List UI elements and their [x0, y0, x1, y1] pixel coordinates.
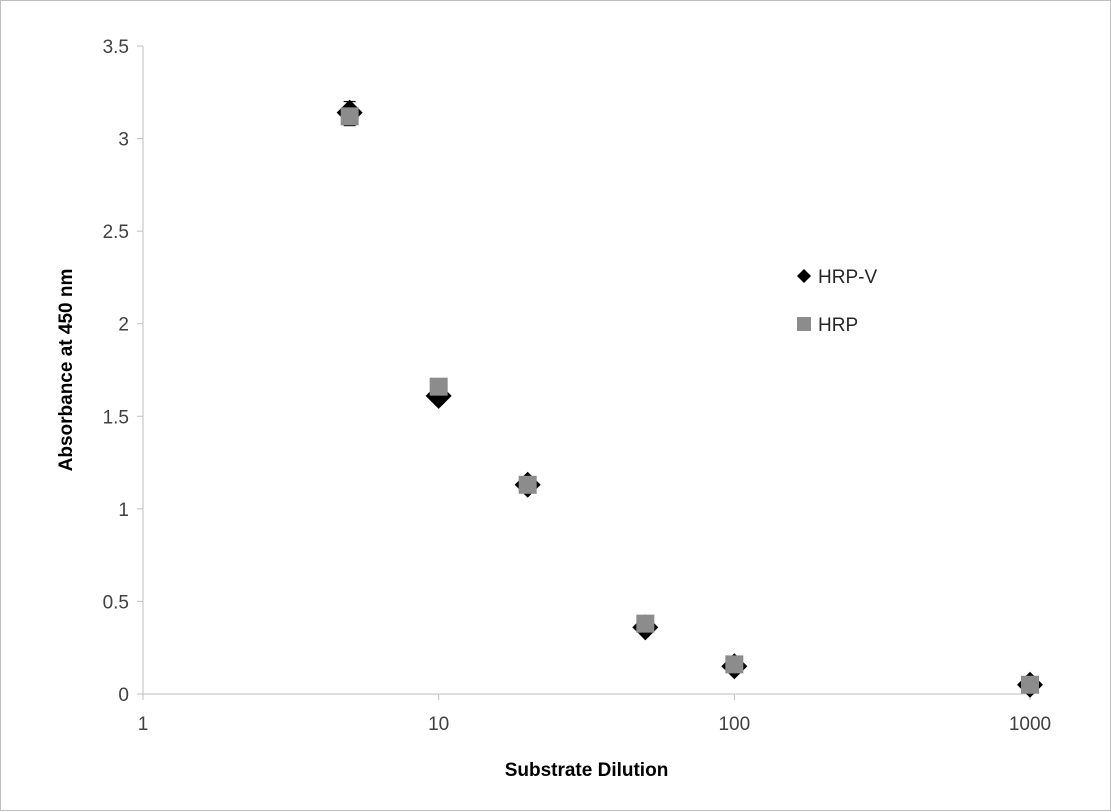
data-point	[725, 655, 744, 674]
series-hrp	[340, 106, 1039, 694]
y-tick-label: 2	[118, 315, 129, 336]
legend-marker	[797, 317, 811, 331]
legend: HRP-V HRP	[797, 267, 877, 336]
series-hrp-v	[336, 99, 1043, 698]
legend-marker	[797, 269, 811, 283]
y-tick-label: 0	[118, 685, 129, 706]
y-tick-label: 0.5	[103, 592, 129, 613]
x-tick-label: 100	[718, 714, 750, 735]
legend-label: HRP	[818, 315, 858, 336]
axes-layer	[137, 45, 1031, 700]
x-tick-label: 10	[428, 714, 449, 735]
data-points-layer	[336, 99, 1043, 698]
legend-item-hrp-v: HRP-V	[797, 267, 877, 288]
data-point	[429, 377, 448, 396]
y-tick-label: 1.5	[103, 407, 129, 428]
x-tick-label: 1	[138, 714, 149, 735]
x-axis-title: Substrate Dilution	[505, 760, 669, 781]
legend-label: HRP-V	[818, 267, 877, 288]
data-point	[1021, 675, 1039, 694]
x-tick-label: 1000	[1009, 714, 1051, 735]
y-axis-title: Absorbance at 450 nm	[56, 269, 77, 472]
data-point	[636, 614, 655, 633]
y-tick-label: 2.5	[103, 222, 129, 243]
legend-item-hrp: HRP	[797, 315, 858, 336]
data-point	[340, 107, 359, 126]
data-point	[518, 475, 537, 494]
tick-labels-layer: 0 0.5 1 1.5 2 2.5 3 3.5 1 10 100 1000	[103, 37, 1052, 735]
y-tick-label: 3	[118, 130, 129, 151]
y-tick-label: 3.5	[103, 37, 129, 58]
y-tick-label: 1	[118, 500, 129, 521]
